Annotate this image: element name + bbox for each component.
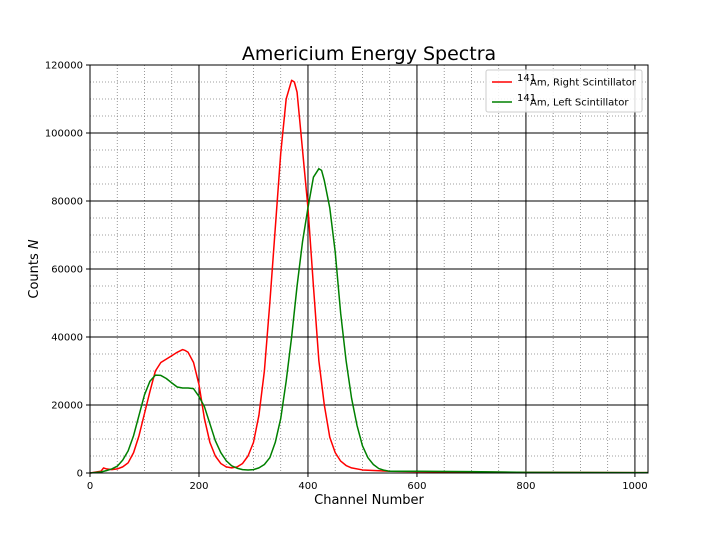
y-tick-label: 60000	[51, 265, 83, 276]
x-tick-label: 0	[87, 481, 93, 492]
y-axis-label: Counts N	[27, 239, 42, 299]
x-tick-label: 800	[516, 481, 535, 492]
x-tick-label: 200	[189, 481, 208, 492]
y-tick-label: 20000	[51, 401, 83, 412]
y-tick-label: 100000	[45, 129, 83, 140]
series-layer	[89, 79, 649, 474]
x-tick-label: 600	[407, 481, 426, 492]
legend-superscript: 141	[517, 73, 536, 84]
y-tick-label: 80000	[51, 197, 83, 208]
chart-title: Americium Energy Spectra	[242, 43, 496, 65]
y-tick-label: 120000	[45, 61, 83, 72]
y-axis-ticks: 0 20000 40000 60000 80000 100000 120000	[45, 61, 90, 480]
major-grid	[90, 65, 648, 473]
x-tick-label: 1000	[622, 481, 647, 492]
y-tick-label: 0	[77, 469, 83, 480]
y-tick-label: 40000	[51, 333, 83, 344]
y-axis-label-text: Counts	[27, 249, 42, 299]
series-line-right-scintillator	[89, 79, 649, 474]
series-line-left-scintillator	[89, 167, 649, 474]
x-tick-label: 400	[298, 481, 317, 492]
legend-box	[485, 69, 643, 113]
y-axis-label-symbol: N	[27, 239, 42, 249]
legend-superscript: 141	[517, 93, 536, 104]
legend-label: Am, Right Scintillator	[530, 78, 637, 89]
legend-label: Am, Left Scintillator	[530, 98, 629, 109]
x-axis-ticks: 0 200 400 600 800 1000	[87, 473, 648, 492]
x-axis-label: Channel Number	[314, 493, 424, 508]
